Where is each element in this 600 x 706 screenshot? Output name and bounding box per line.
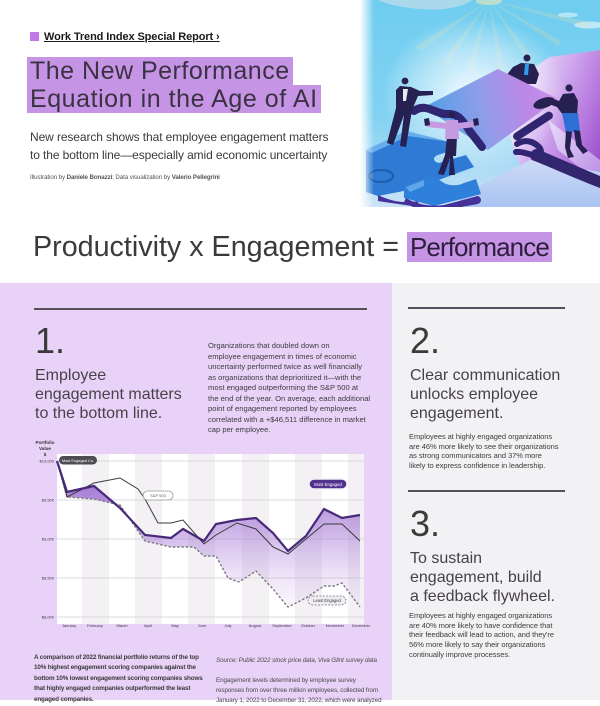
svg-text:July: July: [224, 623, 231, 628]
svg-text:March: March: [116, 623, 127, 628]
svg-text:$9,500: $9,500: [42, 498, 55, 503]
svg-text:August: August: [249, 623, 262, 628]
svg-text:October: October: [301, 623, 316, 628]
svg-text:$10,000: $10,000: [40, 459, 55, 464]
svg-text:November: November: [326, 623, 345, 628]
svg-text:September: September: [272, 623, 292, 628]
svg-text:$8,500: $8,500: [42, 576, 55, 581]
svg-text:April: April: [144, 623, 152, 628]
svg-text:December: December: [352, 623, 371, 628]
svg-text:February: February: [87, 623, 103, 628]
svg-text:June: June: [198, 623, 207, 628]
svg-text:Value: Value: [39, 446, 51, 451]
svg-text:Least Engaged: Least Engaged: [313, 598, 341, 603]
svg-text:Portfolio: Portfolio: [36, 440, 55, 445]
svg-text:May: May: [171, 623, 179, 628]
svg-text:January: January: [62, 623, 76, 628]
svg-text:$9,000: $9,000: [42, 537, 55, 542]
svg-text:Most Engaged: Most Engaged: [314, 482, 342, 487]
svg-text:$8,000: $8,000: [42, 615, 55, 620]
svg-text:Most Engaged Co.: Most Engaged Co.: [62, 458, 94, 463]
svg-text:S&P 500: S&P 500: [150, 493, 166, 498]
svg-text:$: $: [44, 452, 47, 457]
